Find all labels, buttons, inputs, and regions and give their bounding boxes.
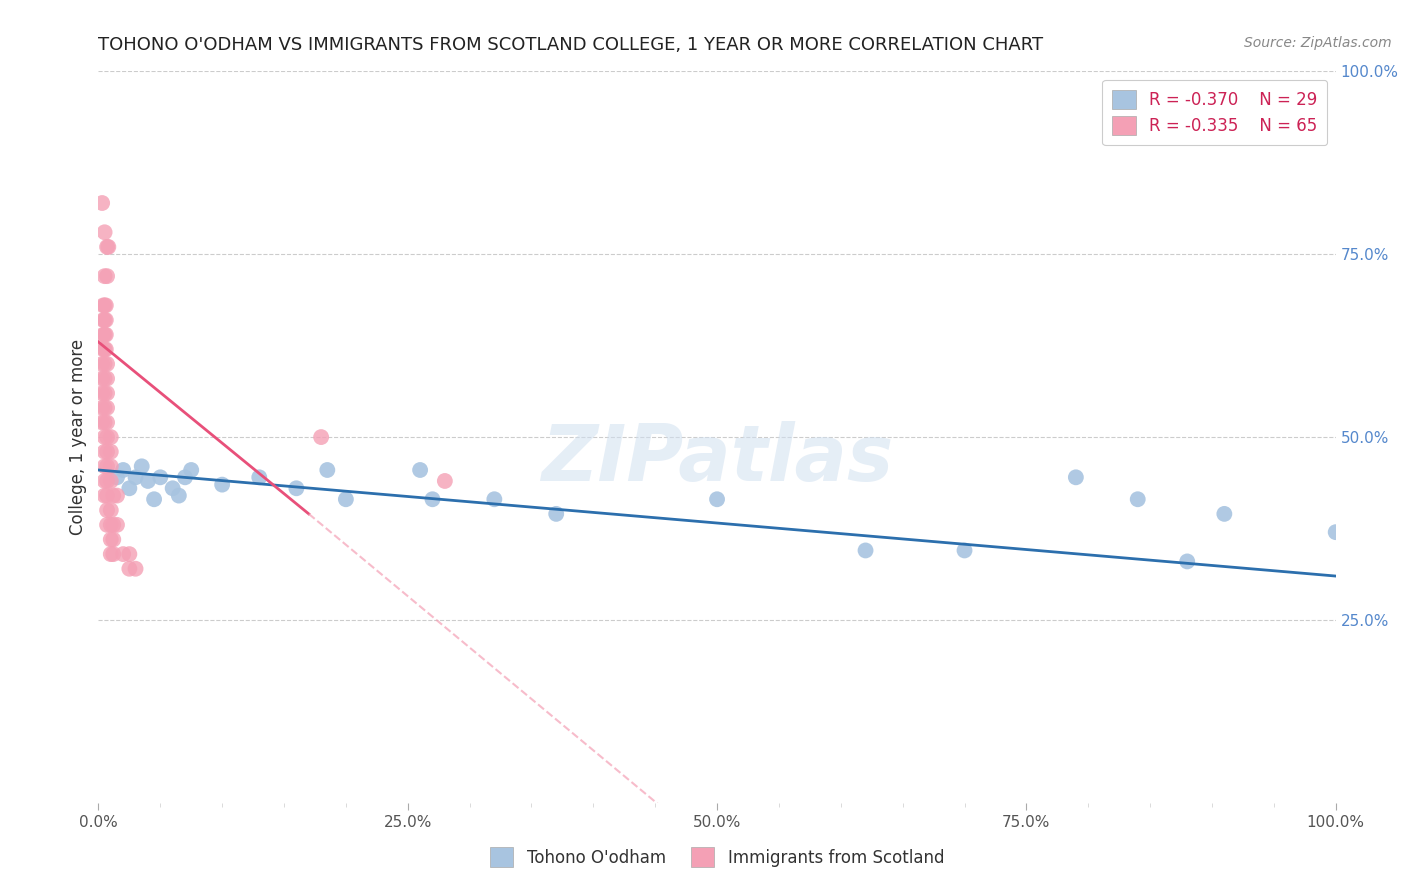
Point — [285, 481, 308, 495]
Point — [93, 489, 115, 503]
Point — [118, 562, 141, 576]
Point — [143, 492, 166, 507]
Point — [94, 343, 117, 357]
Point — [96, 430, 118, 444]
Point — [96, 444, 118, 458]
Point — [100, 430, 122, 444]
Point — [96, 386, 118, 401]
Point — [100, 533, 122, 547]
Point — [103, 547, 125, 561]
Point — [93, 444, 115, 458]
Point — [136, 474, 159, 488]
Point — [93, 459, 115, 474]
Point — [706, 492, 728, 507]
Point — [93, 313, 115, 327]
Point — [112, 463, 135, 477]
Point — [96, 357, 118, 371]
Point — [100, 444, 122, 458]
Point — [162, 481, 184, 495]
Text: ZIPatlas: ZIPatlas — [541, 421, 893, 497]
Point — [174, 470, 197, 484]
Point — [93, 474, 115, 488]
Point — [124, 562, 146, 576]
Point — [96, 416, 118, 430]
Point — [484, 492, 506, 507]
Point — [103, 489, 125, 503]
Point — [105, 517, 128, 532]
Point — [91, 371, 114, 385]
Point — [96, 517, 118, 532]
Point — [93, 343, 115, 357]
Point — [93, 225, 115, 239]
Point — [105, 470, 128, 484]
Point — [93, 371, 115, 385]
Point — [211, 477, 233, 491]
Point — [91, 386, 114, 401]
Point — [96, 503, 118, 517]
Point — [433, 474, 456, 488]
Point — [118, 547, 141, 561]
Point — [247, 470, 270, 484]
Point — [96, 240, 118, 254]
Point — [149, 470, 172, 484]
Point — [953, 543, 976, 558]
Point — [96, 371, 118, 385]
Point — [100, 474, 122, 488]
Point — [1175, 554, 1198, 568]
Point — [93, 343, 115, 357]
Point — [1126, 492, 1149, 507]
Point — [93, 357, 115, 371]
Point — [93, 416, 115, 430]
Point — [91, 401, 114, 415]
Point — [855, 543, 877, 558]
Point — [1213, 507, 1236, 521]
Point — [100, 517, 122, 532]
Point — [100, 547, 122, 561]
Point — [100, 503, 122, 517]
Point — [93, 298, 115, 312]
Point — [112, 547, 135, 561]
Point — [94, 313, 117, 327]
Text: Source: ZipAtlas.com: Source: ZipAtlas.com — [1244, 36, 1392, 50]
Point — [309, 430, 332, 444]
Point — [93, 313, 115, 327]
Point — [131, 459, 153, 474]
Point — [103, 533, 125, 547]
Point — [91, 357, 114, 371]
Point — [409, 463, 432, 477]
Point — [103, 517, 125, 532]
Point — [118, 481, 141, 495]
Point — [93, 298, 115, 312]
Point — [94, 298, 117, 312]
Point — [96, 474, 118, 488]
Point — [96, 401, 118, 415]
Point — [167, 489, 190, 503]
Point — [100, 459, 122, 474]
Point — [93, 386, 115, 401]
Legend: Tohono O'odham, Immigrants from Scotland: Tohono O'odham, Immigrants from Scotland — [482, 839, 952, 875]
Point — [1064, 470, 1087, 484]
Point — [93, 327, 115, 342]
Point — [335, 492, 357, 507]
Point — [96, 269, 118, 284]
Y-axis label: College, 1 year or more: College, 1 year or more — [69, 339, 87, 535]
Point — [124, 470, 146, 484]
Point — [94, 327, 117, 342]
Point — [316, 463, 339, 477]
Point — [96, 489, 118, 503]
Point — [93, 401, 115, 415]
Point — [96, 459, 118, 474]
Point — [422, 492, 444, 507]
Point — [180, 463, 202, 477]
Point — [91, 196, 114, 211]
Point — [546, 507, 568, 521]
Text: TOHONO O'ODHAM VS IMMIGRANTS FROM SCOTLAND COLLEGE, 1 YEAR OR MORE CORRELATION C: TOHONO O'ODHAM VS IMMIGRANTS FROM SCOTLA… — [98, 36, 1043, 54]
Point — [93, 327, 115, 342]
Point — [105, 489, 128, 503]
Point — [93, 269, 115, 284]
Point — [91, 416, 114, 430]
Point — [1324, 525, 1347, 540]
Point — [93, 430, 115, 444]
Point — [97, 240, 120, 254]
